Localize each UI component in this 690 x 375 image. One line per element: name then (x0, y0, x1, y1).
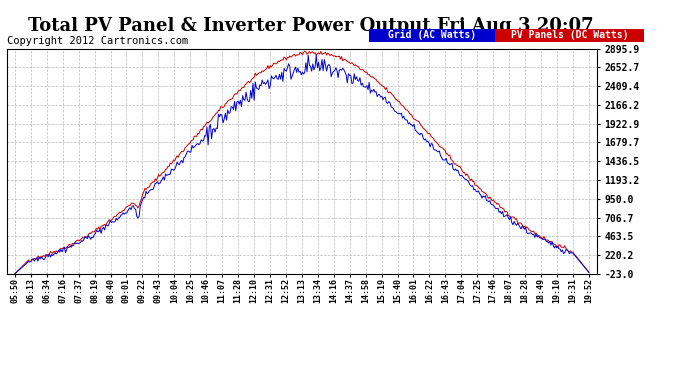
Text: Copyright 2012 Cartronics.com: Copyright 2012 Cartronics.com (7, 36, 188, 46)
Text: Grid (AC Watts): Grid (AC Watts) (388, 30, 476, 40)
Text: PV Panels (DC Watts): PV Panels (DC Watts) (511, 30, 629, 40)
Text: Total PV Panel & Inverter Power Output Fri Aug 3 20:07: Total PV Panel & Inverter Power Output F… (28, 17, 593, 35)
